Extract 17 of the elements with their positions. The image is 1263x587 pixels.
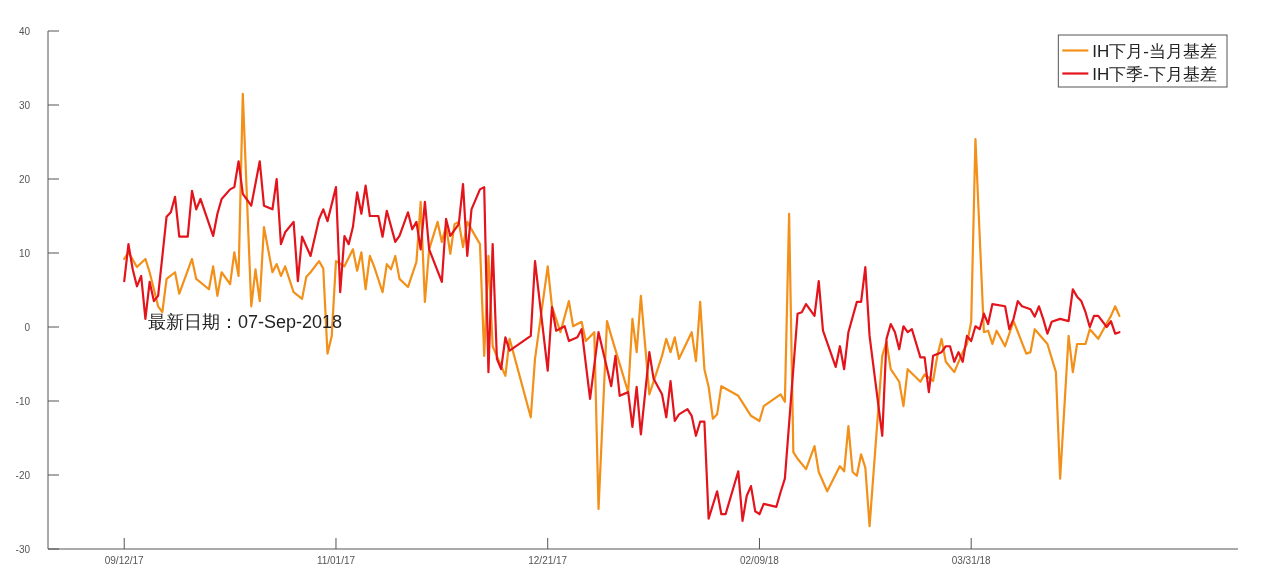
y-tick-label: 20: [18, 174, 31, 185]
legend-label: IH下月-当月基差: [1092, 41, 1217, 61]
x-tick-label: 02/09/18: [739, 555, 780, 566]
y-tick-label: -20: [15, 470, 31, 481]
y-tick-label: 10: [18, 248, 31, 259]
y-tick-label: -30: [15, 544, 31, 555]
y-tick-label: 30: [18, 100, 31, 111]
y-tick-label: -10: [15, 396, 31, 407]
y-tick-label: 0: [24, 322, 31, 333]
line-series: [123, 92, 1121, 528]
x-tick-label: 03/31/18: [951, 555, 992, 566]
x-tick-label: 11/01/17: [316, 555, 356, 566]
x-tick-label: 12/21/17: [528, 555, 568, 566]
line-series: [123, 160, 1121, 522]
y-tick-label: 40: [18, 26, 31, 37]
legend-label: IH下季-下月基差: [1092, 64, 1217, 84]
x-tick-label: 09/12/17: [104, 555, 145, 566]
